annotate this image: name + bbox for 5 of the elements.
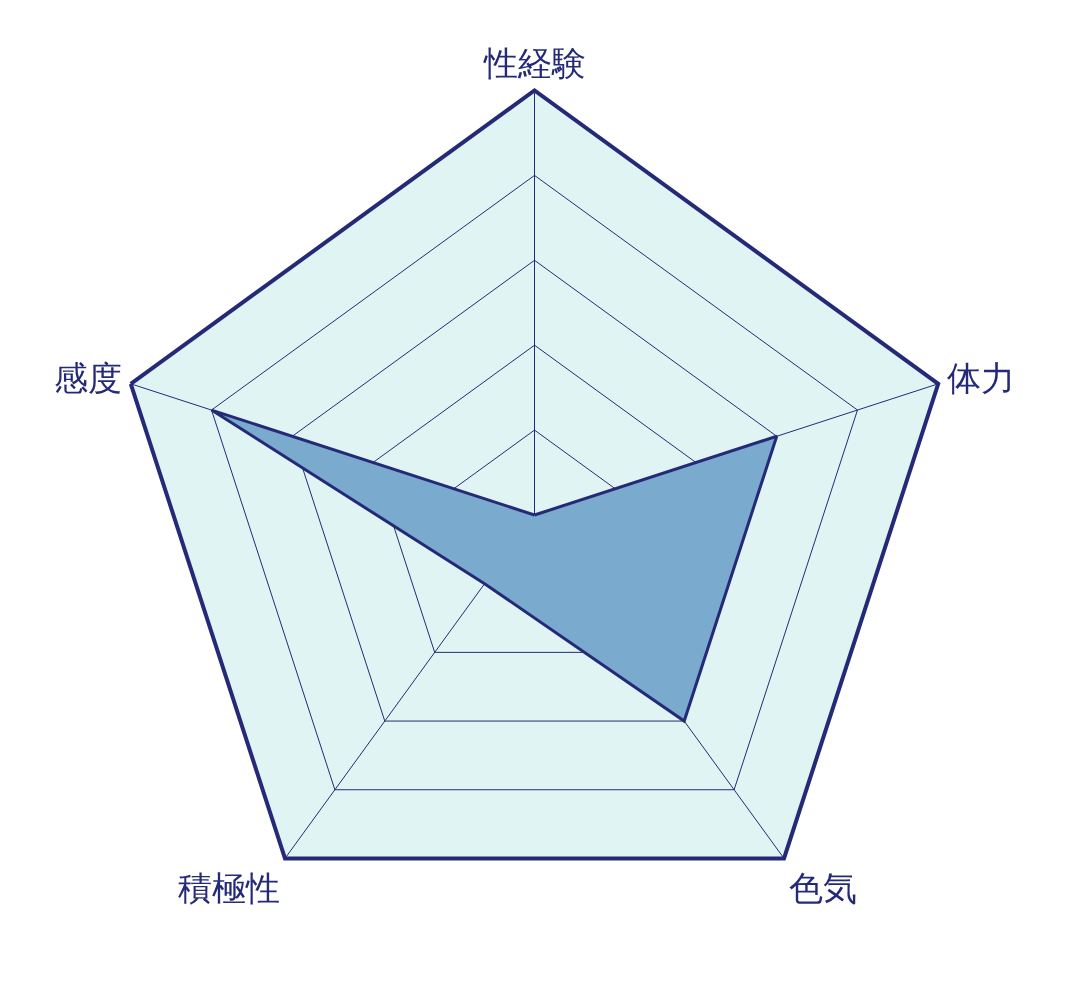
spoke-label: 体力 (946, 358, 1015, 399)
spoke-label: 色気 (789, 868, 858, 909)
spoke-label: 積極性 (177, 868, 280, 909)
spoke-label: 性経験 (482, 42, 586, 83)
spoke-label: 感度 (54, 358, 123, 399)
